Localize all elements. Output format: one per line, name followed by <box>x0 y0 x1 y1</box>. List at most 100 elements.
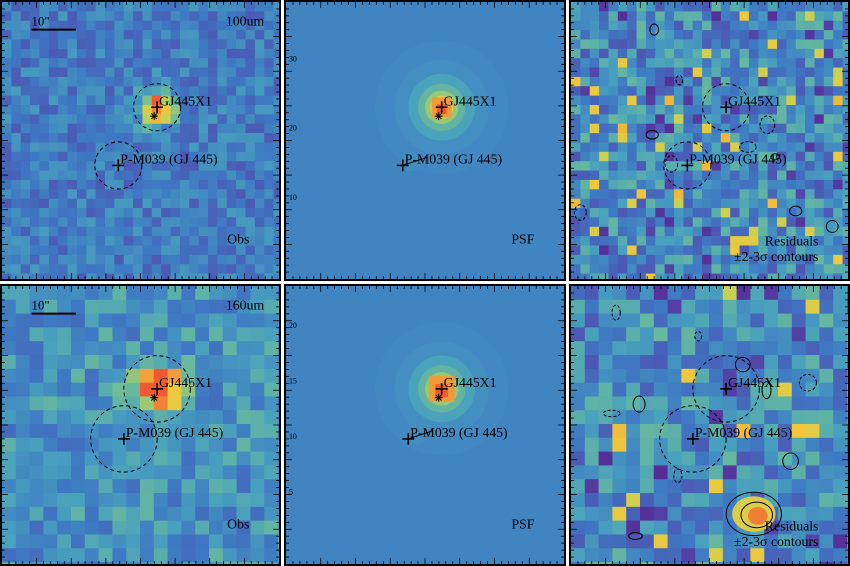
psf-axis-tick-label: 30 <box>289 54 297 63</box>
aperture-circle-pm039 <box>659 405 727 473</box>
residual-contour <box>770 153 780 161</box>
panel-100um-residuals: GJ445X1 P-M039 (GJ 445) Residuals ±2-3σ con… <box>569 0 850 281</box>
psf-axis-tick-label: 10 <box>289 193 297 202</box>
psf-axis-tick-label: 20 <box>289 321 297 330</box>
panel-label: Residuals <box>765 233 819 248</box>
panel-sublabel: ±2-3σ contours <box>734 249 818 264</box>
residual-contour <box>825 219 839 233</box>
psf-axis-tick-label: 20 <box>289 124 297 133</box>
label-gj445x1: GJ445X1 <box>728 375 781 390</box>
source-marker-pm039 <box>686 432 699 445</box>
asterisk-icon <box>434 393 443 402</box>
scale-bar-label: 10" <box>32 299 50 313</box>
residual-contour <box>628 532 643 541</box>
residual-contour <box>761 381 772 400</box>
panel-160um-psf: 20 15 10 5 GJ445X1 P-M039 (GJ 445) PSF <box>284 284 566 566</box>
residual-contour <box>573 204 587 221</box>
residual-contour <box>759 115 776 135</box>
pixel-map <box>571 2 848 279</box>
residual-contour <box>739 141 757 153</box>
image-160um-obs: GJ445X1 P-M039 (GJ 445) 10" 160um Obs <box>2 286 279 564</box>
source-marker-gj445x1 <box>151 382 164 395</box>
psf-secondary <box>406 425 427 445</box>
residual-contour <box>725 491 782 537</box>
source-marker-gj445x1 <box>720 101 733 114</box>
residual-contour <box>734 356 751 373</box>
panel-160um-residuals: GJ445X1 P-M039 (GJ 445) Residuals ±2-3σ con… <box>569 284 850 566</box>
residual-blob-peak <box>747 507 768 525</box>
label-gj445x1: GJ445X1 <box>728 93 781 108</box>
panel-100um-psf: 30 20 10 GJ445X1 P-M039 (GJ 445) PSF <box>284 0 566 281</box>
frame-ticks <box>286 2 564 279</box>
psf-axis-tick-label: 15 <box>289 376 297 385</box>
aperture-circle-gj445x1 <box>702 83 751 132</box>
image-160um-psf: 20 15 10 5 GJ445X1 P-M039 (GJ 445) PSF <box>286 286 564 564</box>
pixel-map <box>2 286 279 564</box>
label-pm039: P-M039 (GJ 445) <box>126 425 223 441</box>
psf-secondary <box>400 151 421 172</box>
panel-label: Obs <box>227 517 249 532</box>
residual-contour <box>675 74 684 86</box>
asterisk-icon <box>434 112 443 121</box>
source-marker-gj445x1 <box>151 101 164 114</box>
aperture-circle-gj445x1 <box>123 355 191 423</box>
label-gj445x1: GJ445X1 <box>159 93 212 108</box>
residual-contour <box>798 373 817 392</box>
label-gj445x1: GJ445X1 <box>444 93 497 108</box>
label-pm039: P-M039 (GJ 445) <box>695 425 792 441</box>
band-label: 100um <box>226 14 265 29</box>
source-marker-gj445x1 <box>720 382 733 395</box>
aperture-circle-gj445x1 <box>133 83 182 132</box>
source-marker-pm039 <box>112 159 125 172</box>
frame-ticks <box>2 2 279 279</box>
label-gj445x1: GJ445X1 <box>159 375 212 390</box>
source-marker-pm039 <box>681 159 694 172</box>
panel-100um-obs: GJ445X1 P-M039 (GJ 445) 10" 100um Obs <box>0 0 281 281</box>
pixel-map <box>2 2 279 279</box>
label-pm039: P-M039 (GJ 445) <box>405 151 502 167</box>
image-100um-obs: GJ445X1 P-M039 (GJ 445) 10" 100um Obs <box>2 2 279 279</box>
scale-bar-label: 10" <box>32 15 50 29</box>
panel-label: PSF <box>511 517 534 532</box>
pixel-map <box>286 2 564 279</box>
aperture-circle-pm039 <box>94 141 143 190</box>
frame-ticks <box>571 286 848 564</box>
proper-motion-track <box>408 430 433 440</box>
residual-contour <box>740 501 774 529</box>
residual-contour <box>664 155 679 173</box>
asterisk-icon <box>150 112 159 121</box>
residual-contour <box>789 205 803 217</box>
panel-label: Residuals <box>765 518 819 533</box>
label-pm039: P-M039 (GJ 445) <box>689 151 786 167</box>
image-160um-residuals: GJ445X1 P-M039 (GJ 445) Residuals±2-3σ con… <box>571 286 848 564</box>
panel-sublabel: ±2-3σ contours <box>734 534 818 549</box>
image-100um-residuals: GJ445X1 P-M039 (GJ 445) Residuals±2-3σ con… <box>571 2 848 279</box>
label-pm039: P-M039 (GJ 445) <box>120 151 217 167</box>
source-marker-gj445x1 <box>435 101 448 114</box>
residual-contour <box>645 129 659 140</box>
residual-contour <box>611 304 621 321</box>
source-marker-pm039 <box>117 432 130 445</box>
residual-contour <box>782 452 799 470</box>
aperture-circle-pm039 <box>663 141 712 190</box>
image-100um-psf: 30 20 10 GJ445X1 P-M039 (GJ 445) PSF <box>286 2 564 279</box>
pixel-map <box>286 286 564 564</box>
band-label: 160um <box>226 298 265 313</box>
frame-ticks <box>2 286 279 564</box>
frame-ticks <box>286 286 564 564</box>
label-gj445x1: GJ445X1 <box>444 375 497 390</box>
panel-label: Obs <box>227 232 249 247</box>
frame-ticks <box>571 2 848 279</box>
residual-contour <box>649 23 660 36</box>
proper-motion-track <box>402 157 427 166</box>
panel-label: PSF <box>511 232 534 247</box>
residual-contour <box>632 395 646 413</box>
residual-contour <box>602 409 621 418</box>
psf-axis-tick-label: 5 <box>289 488 293 497</box>
aperture-circle-pm039 <box>90 405 158 473</box>
residual-contour <box>694 330 703 342</box>
asterisk-icon <box>150 393 159 402</box>
panel-160um-obs: GJ445X1 P-M039 (GJ 445) 10" 160um Obs <box>0 284 281 566</box>
source-marker-gj445x1 <box>435 382 448 395</box>
label-pm039: P-M039 (GJ 445) <box>410 425 507 441</box>
